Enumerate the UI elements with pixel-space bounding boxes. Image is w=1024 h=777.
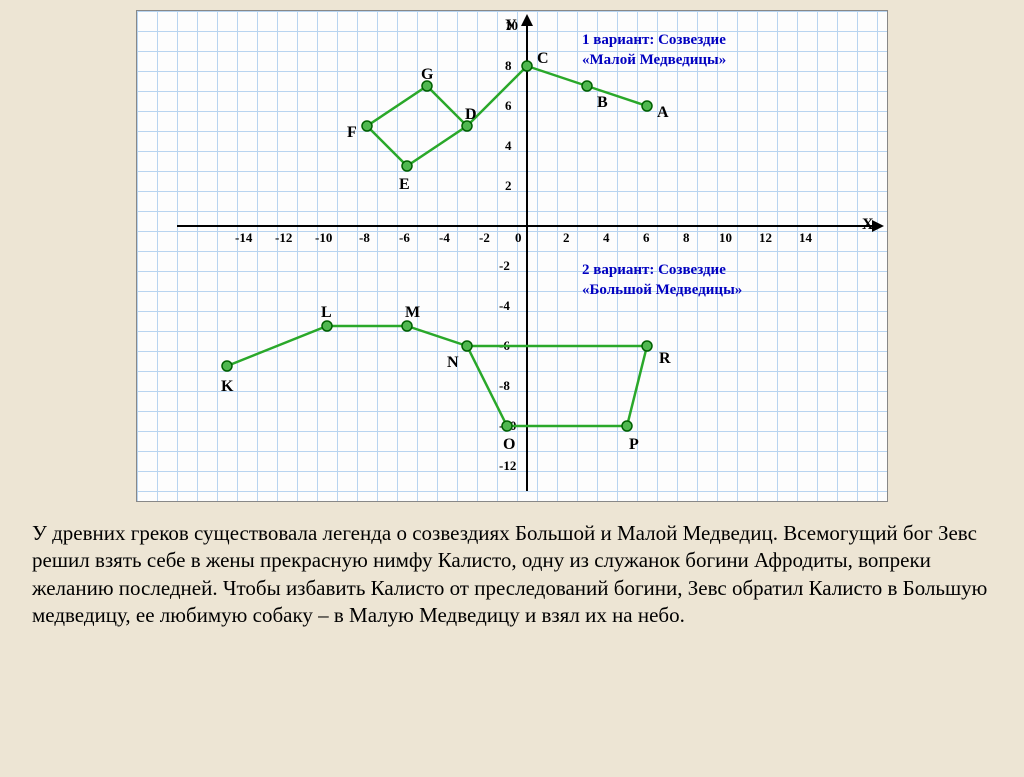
coordinate-chart: -14-12-10-8-6-4-202468101214-12-10-8-6-4… — [136, 10, 888, 502]
point-label-B: B — [597, 94, 608, 112]
point-label-O: O — [503, 436, 515, 454]
point-label-E: E — [399, 176, 410, 194]
point-label-P: P — [629, 436, 639, 454]
point-label-D: D — [465, 106, 477, 124]
point-label-F: F — [347, 124, 357, 142]
point-label-K: K — [221, 378, 233, 396]
point-label-G: G — [421, 66, 433, 84]
point-label-M: M — [405, 304, 420, 322]
point-label-A: A — [657, 104, 669, 122]
legend-paragraph: У древних греков существовала легенда о … — [32, 520, 992, 629]
point-label-C: C — [537, 50, 549, 68]
point-label-R: R — [659, 350, 671, 368]
point-label-L: L — [321, 304, 332, 322]
point-label-N: N — [447, 354, 459, 372]
